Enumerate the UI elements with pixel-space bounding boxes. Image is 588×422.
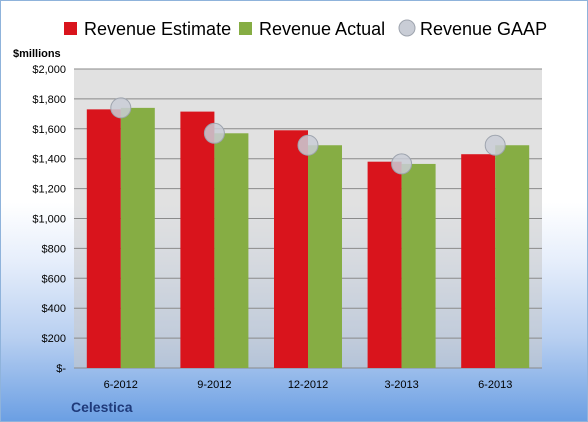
x-tick-label: 12-2012	[288, 379, 328, 391]
bar-revenue-estimate	[180, 111, 215, 369]
company-name: Celestica	[71, 399, 133, 415]
x-tick-label: 9-2012	[197, 379, 231, 391]
marker-revenue-gaap	[110, 97, 132, 119]
y-tick-label: $600	[42, 273, 66, 285]
legend-label: Revenue Actual	[259, 19, 385, 39]
y-tick-label: $800	[42, 243, 66, 255]
y-axis-unit-label: $millions	[13, 48, 61, 60]
marker-revenue-gaap	[484, 134, 506, 156]
x-tick-label: 6-2013	[478, 379, 512, 391]
marker-revenue-gaap	[297, 134, 319, 156]
legend-swatch	[398, 19, 416, 37]
legend-label: Revenue GAAP	[420, 19, 547, 39]
y-tick-label: $1,400	[32, 154, 66, 166]
bar-revenue-actual	[308, 145, 342, 368]
y-axis-ticks: $- $200 $400 $600 $800 $1,000 $1,200 $1,400 $1,6…	[32, 64, 66, 375]
bar-revenue-estimate	[367, 161, 402, 368]
legend-label: Revenue Estimate	[84, 19, 231, 39]
bar-revenue-actual	[401, 163, 436, 368]
legend-swatch	[64, 22, 77, 35]
legend: Revenue Estimate Revenue Actual Revenue GA…	[64, 19, 547, 39]
y-tick-label: $400	[42, 303, 66, 315]
y-tick-label: $2,000	[32, 64, 66, 76]
bar-revenue-estimate	[274, 130, 308, 368]
bar-revenue-actual	[214, 133, 249, 368]
y-tick-label: $1,800	[32, 94, 66, 106]
x-tick-label: 3-2013	[384, 379, 418, 391]
x-axis-ticks: 6-2012 9-2012 12-2012 3-2013 6-2013	[104, 379, 513, 391]
x-tick-label: 6-2012	[104, 379, 138, 391]
bar-revenue-estimate	[461, 154, 496, 368]
marker-revenue-gaap	[203, 122, 225, 144]
bar-revenue-actual	[495, 145, 530, 368]
marker-revenue-gaap	[391, 153, 413, 175]
bars	[86, 107, 530, 369]
y-tick-label: $1,200	[32, 184, 66, 196]
y-tick-label: $1,000	[32, 214, 66, 226]
bar-revenue-estimate	[86, 109, 121, 369]
gaap-markers	[110, 97, 506, 175]
y-tick-label: $200	[42, 333, 66, 345]
bar-revenue-actual	[120, 107, 155, 369]
legend-swatch	[239, 22, 252, 35]
y-tick-label: $-	[56, 363, 66, 375]
y-tick-label: $1,600	[32, 124, 66, 136]
